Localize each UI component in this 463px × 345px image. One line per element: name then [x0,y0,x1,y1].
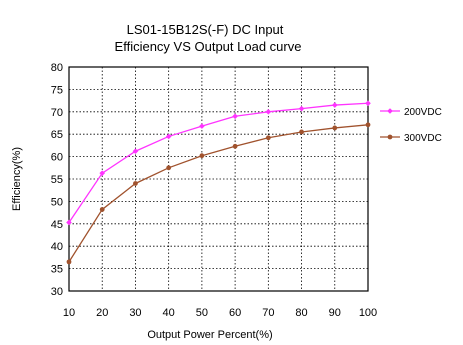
data-point-300VDC [199,153,205,159]
legend-marker [387,134,393,140]
data-point-300VDC [265,135,271,141]
chart-title-line2: Efficiency VS Output Load curve [115,39,302,54]
x-tick-label: 50 [196,307,208,319]
data-point-200VDC [99,170,106,176]
data-point-300VDC [332,125,338,131]
x-tick-label: 100 [359,307,377,319]
data-point-300VDC [99,207,105,212]
data-point-200VDC [165,133,172,140]
x-tick-label: 70 [262,307,274,319]
legend-marker [387,108,393,114]
legend-label: 200VDC [404,107,442,118]
y-tick-label: 75 [51,84,63,96]
y-tick-label: 30 [51,286,63,298]
y-tick-label: 50 [51,196,63,208]
series-300VDC [66,122,371,265]
data-point-300VDC [299,129,304,135]
y-tick-label: 40 [51,241,63,253]
data-point-200VDC [199,123,205,129]
data-point-200VDC [298,105,305,112]
data-point-200VDC [265,109,272,115]
data-point-300VDC [166,165,172,171]
y-tick-label: 70 [51,107,63,119]
x-tick-labels: 10 20 30 40 50 60 70 80 90 100 [63,307,377,319]
y-tick-label: 65 [51,129,63,141]
data-point-300VDC [365,122,371,128]
data-point-200VDC [365,100,371,107]
y-tick-label: 55 [51,174,63,186]
y-tick-label: 45 [51,219,63,231]
x-tick-label: 10 [63,307,75,319]
y-tick-label: 35 [51,264,63,276]
grid-lines [69,67,368,291]
series-line-300VDC [68,124,369,263]
y-axis-label: Efficiency(%) [11,147,23,211]
series-line-200VDC [68,102,369,223]
x-tick-label: 80 [295,307,307,319]
y-tick-label: 80 [51,62,63,74]
chart-title-line1: LS01-15B12S(-F) DC Input [127,22,284,37]
y-tick-labels: 30 35 40 45 50 55 60 65 70 75 80 [51,62,63,298]
data-point-200VDC [232,113,238,120]
legend: 200VDC 300VDC [380,107,442,144]
legend-item-200VDC: 200VDC [380,107,442,118]
series-lines [66,100,371,265]
x-tick-label: 60 [229,307,241,319]
data-point-300VDC [232,143,238,149]
series-200VDC [66,100,371,226]
x-tick-label: 30 [129,307,141,319]
x-tick-label: 40 [163,307,175,319]
x-axis-label: Output Power Percent(%) [147,329,272,341]
data-point-200VDC [66,219,72,226]
y-tick-label: 60 [51,152,63,164]
plot-area-frame [68,66,369,292]
legend-item-300VDC: 300VDC [380,133,442,144]
x-tick-label: 20 [96,307,108,319]
legend-label: 300VDC [404,133,442,144]
data-point-300VDC [66,259,72,265]
data-point-200VDC [331,102,338,108]
data-point-300VDC [133,181,138,186]
data-point-200VDC [132,148,139,155]
x-tick-label: 90 [329,307,341,319]
